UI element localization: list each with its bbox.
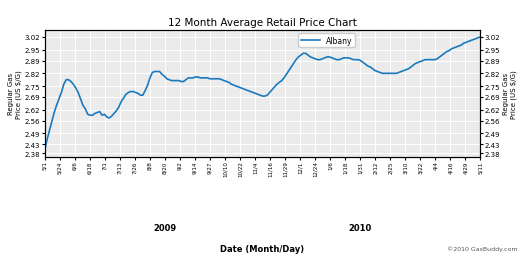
- Y-axis label: Regular Gas
Price (US $/G): Regular Gas Price (US $/G): [503, 70, 517, 118]
- Text: 2009: 2009: [153, 224, 176, 232]
- Y-axis label: Regular Gas
Price (US $/G): Regular Gas Price (US $/G): [8, 70, 22, 118]
- Text: Date (Month/Day): Date (Month/Day): [220, 244, 304, 253]
- Legend: Albany: Albany: [298, 34, 354, 48]
- Text: 2010: 2010: [349, 224, 372, 232]
- Title: 12 Month Average Retail Price Chart: 12 Month Average Retail Price Chart: [168, 18, 357, 28]
- Text: ©2010 GasBuddy.com: ©2010 GasBuddy.com: [447, 246, 517, 251]
